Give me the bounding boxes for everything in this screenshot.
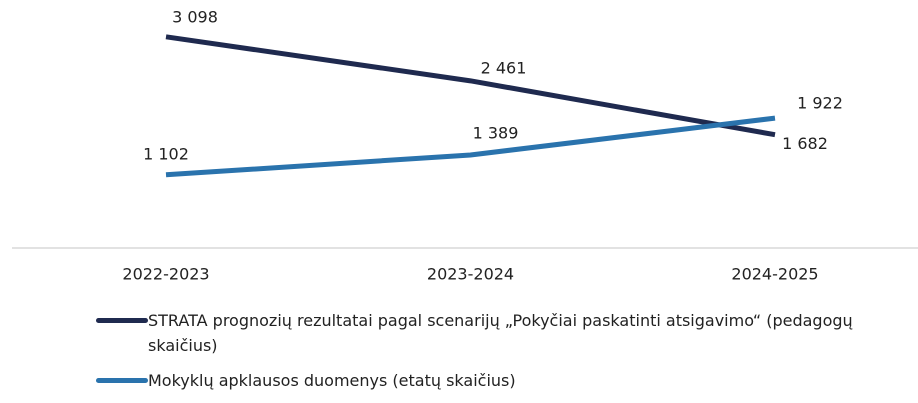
data-label: 1 682	[782, 134, 828, 153]
legend-label: STRATA prognozių rezultatai pagal scenar…	[148, 311, 853, 355]
series-line	[165, 34, 776, 138]
chart: 2022-2023 2023-2024 2024-2025 3 098 2 461 1 6…	[12, 7, 918, 284]
x-tick-label: 2023-2024	[427, 265, 514, 284]
legend-label: Mokyklų apklausos duomenys (etatų skaiči…	[148, 371, 516, 390]
x-tick-label: 2022-2023	[122, 265, 209, 284]
x-tick-label: 2024-2025	[731, 265, 818, 284]
legend-swatch	[96, 378, 148, 383]
data-label: 1 102	[143, 144, 189, 163]
legend-item: STRATA prognozių rezultatai pagal scenar…	[96, 308, 896, 358]
series-line	[165, 115, 776, 178]
legend: STRATA prognozių rezultatai pagal scenar…	[96, 308, 896, 403]
legend-item: Mokyklų apklausos duomenys (etatų skaiči…	[96, 368, 896, 393]
data-label: 3 098	[172, 7, 218, 26]
data-label: 1 389	[473, 123, 519, 142]
data-label: 1 922	[797, 94, 843, 113]
legend-swatch	[96, 318, 148, 323]
data-label: 2 461	[481, 58, 527, 77]
